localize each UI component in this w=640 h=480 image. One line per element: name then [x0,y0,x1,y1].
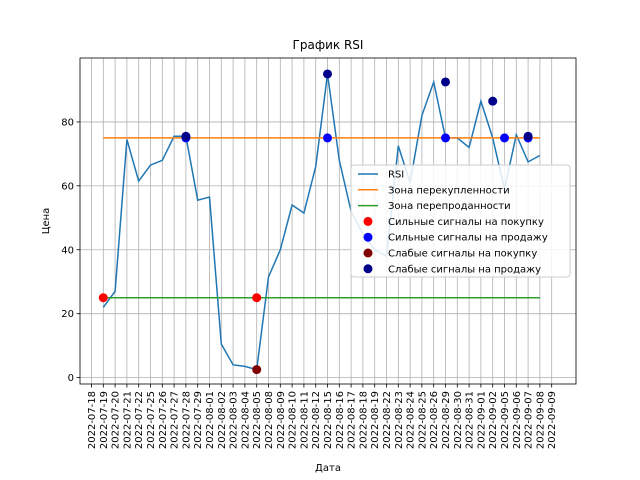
legend-swatch-marker [363,248,373,258]
series-layer [98,69,541,375]
x-tick-label: 2022-08-26 [429,391,440,449]
x-tick-label: 2022-07-22 [134,391,145,449]
x-axis-label: Дата [315,463,341,474]
x-tick-label: 2022-07-26 [158,391,169,449]
signal-point [441,133,450,143]
legend-swatch-marker [363,216,373,226]
signal-point [500,133,509,143]
x-tick-label: 2022-07-29 [193,391,204,449]
x-tick-label: 2022-08-01 [205,391,216,449]
x-tick-label: 2022-08-04 [240,391,251,449]
x-tick-label: 2022-08-02 [217,391,228,449]
x-tick-label: 2022-09-01 [476,391,487,449]
y-tick-label: 40 [61,245,74,256]
x-tick-label: 2022-08-03 [229,391,240,449]
signal-point [98,293,108,303]
x-tick-label: 2022-07-18 [87,391,98,449]
signal-point [252,293,262,303]
x-tick-label: 2022-09-07 [524,391,535,449]
x-tick-label: 2022-07-27 [170,391,181,449]
x-tick-label: 2022-08-10 [288,391,299,449]
x-tick-label: 2022-09-09 [547,391,558,449]
x-tick-label: 2022-07-19 [99,391,110,449]
x-tick-label: 2022-08-11 [299,391,310,449]
signal-point [181,131,191,141]
plot-area-frame [79,57,577,385]
x-tick-label: 2022-08-31 [465,391,476,449]
y-tick-label: 80 [61,117,74,128]
x-tick-label: 2022-08-17 [347,391,358,449]
signal-point [488,96,498,106]
legend-label: Сильные сигналы на покупку [388,217,544,228]
x-tick-label: 2022-08-08 [264,391,275,449]
x-tick-label: 2022-09-05 [500,391,511,449]
legend-label: Слабые сигналы на продажу [388,264,541,275]
x-tick-label: 2022-08-05 [252,391,263,449]
legend-label: Зона перекупленности [388,185,510,196]
x-tick-label: 2022-09-02 [488,391,499,449]
x-tick-label: 2022-08-18 [358,391,369,449]
x-tick-label: 2022-07-21 [122,391,133,449]
y-tick-label: 0 [68,373,74,384]
signal-point [323,133,332,143]
signal-point [523,131,533,141]
chart-title: График RSI [293,38,364,52]
x-tick-label: 2022-07-25 [146,391,157,449]
x-tick-label: 2022-08-23 [394,391,405,449]
x-tick-label: 2022-08-29 [441,391,452,449]
axes: 2022-07-18 2022-07-19 2022-07-20 2022-07-21… [61,117,558,449]
x-tick-label: 2022-08-09 [276,391,287,449]
x-tick-label: 2022-08-25 [417,391,428,449]
signal-point [252,365,262,375]
legend: RSI Зона перекупленности Зона перепроданно… [350,164,571,278]
y-axis-label: Цена [41,208,52,235]
y-tick-label: 20 [61,309,74,320]
series-line [102,73,541,371]
legend-frame [350,164,571,278]
x-tick-label: 2022-09-06 [512,391,523,449]
y-tick-label: 60 [61,181,74,192]
legend-label: Зона перепроданности [388,201,511,212]
legend-swatch-marker [363,232,373,242]
signal-point [323,69,332,79]
legend-label: Слабые сигналы на покупку [388,249,537,260]
legend-label: Сильные сигналы на продажу [388,233,548,244]
signal-point [441,77,450,87]
x-tick-label: 2022-08-19 [370,391,381,449]
x-tick-label: 2022-08-12 [311,391,322,449]
x-tick-label: 2022-08-22 [382,391,393,449]
x-tick-label: 2022-07-20 [111,391,122,449]
x-tick-label: 2022-08-30 [453,391,464,449]
x-tick-label: 2022-07-28 [181,391,192,449]
x-tick-label: 2022-09-08 [535,391,546,449]
x-tick-label: 2022-08-15 [323,391,334,449]
legend-swatch-marker [363,264,373,274]
x-tick-label: 2022-08-24 [406,391,417,449]
x-tick-label: 2022-08-16 [335,391,346,449]
legend-label: RSI [388,170,404,181]
